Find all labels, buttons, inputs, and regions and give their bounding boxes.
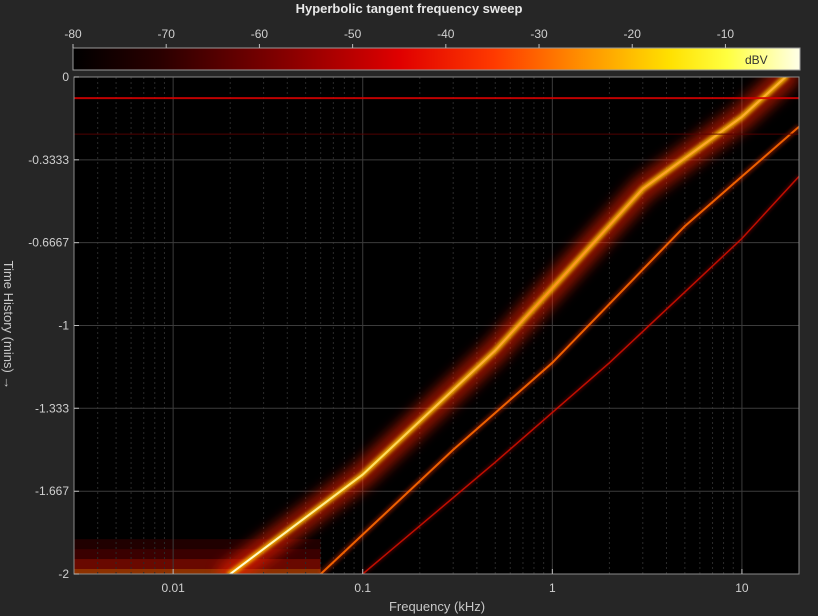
x-axis-ticks: 0.01 0.1 1 10 [161,569,749,595]
colorbar-ticks: -80 -70 -60 -50 -40 -30 -20 -10 [64,27,734,48]
y-tick-label: -2 [58,567,69,581]
colorbar [72,47,801,71]
y-axis-label: Time History (mins) → [1,261,16,390]
x-axis-label: Frequency (kHz) [389,599,485,614]
colorbar-tick-label: -60 [251,27,269,41]
x-tick-label: 0.01 [161,581,185,595]
low-frequency-energy [74,539,321,574]
lowfreq-band [74,569,321,574]
x-tick-label: 10 [735,581,749,595]
y-tick-label: -1.333 [35,401,69,415]
trace-fundamental [229,77,787,574]
colorbar-tick-label: -20 [624,27,642,41]
y-tick-label: -1.667 [35,484,69,498]
colorbar-tick-label: -40 [437,27,455,41]
chart-title: Hyperbolic tangent frequency sweep [295,1,523,16]
x-tick-label: 0.1 [354,581,371,595]
colorbar-tick-label: -30 [530,27,548,41]
sweep-traces [74,77,799,574]
y-tick-label: -0.6667 [28,236,69,250]
trace-harmonic [362,175,799,574]
y-tick-label: -1 [58,319,69,333]
colorbar-unit: dBV [745,53,768,67]
x-tick-label: 1 [549,581,556,595]
lowfreq-band [74,549,321,560]
lowfreq-band [74,539,321,550]
colorbar-tick-label: -80 [64,27,82,41]
lowfreq-band [74,559,321,570]
colorbar-tick-label: -50 [344,27,362,41]
colorbar-tick-label: -10 [717,27,735,41]
colorbar-tick-label: -70 [158,27,176,41]
y-tick-label: 0 [62,70,69,84]
y-axis-ticks: 0 -0.3333 -0.6667 -1 -1.333 -1.667 -2 [28,70,79,581]
spectrogram-content [74,77,799,574]
trace-harmonic [320,125,799,574]
y-tick-label: -0.3333 [28,153,69,167]
